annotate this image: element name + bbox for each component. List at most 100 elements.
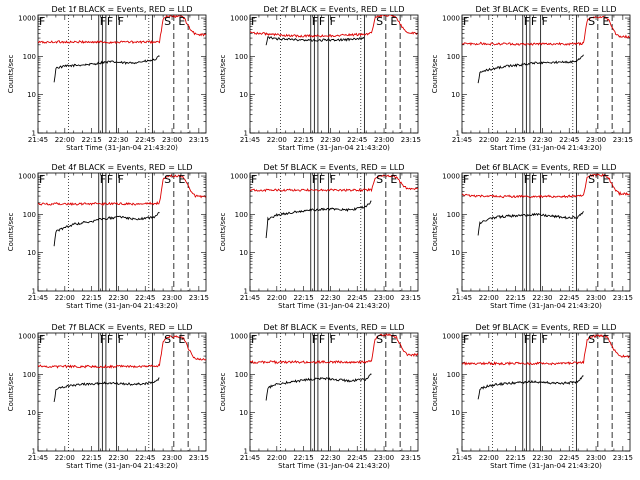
flag-label: F <box>312 173 318 186</box>
y-axis-label: Counts/sec <box>219 213 227 252</box>
x-tick-label: 23:15 <box>189 294 209 302</box>
events-series-line <box>53 211 160 247</box>
y-tick-label: 10 <box>239 409 248 417</box>
panel-title: Det 3f BLACK = Events, RED = LLD <box>475 5 616 14</box>
y-tick-label: 1 <box>456 448 460 456</box>
x-tick-label: 23:15 <box>189 136 209 144</box>
flag-label: S <box>376 15 383 28</box>
flag-label: F <box>251 15 257 28</box>
y-tick-label: 1000 <box>442 173 460 181</box>
flag-label: F <box>319 173 325 186</box>
x-tick-label: 21:45 <box>452 454 472 462</box>
flag-label: F <box>107 15 113 28</box>
y-tick-label: 1 <box>32 288 36 296</box>
y-axis-label: Counts/sec <box>7 213 15 252</box>
flag-label: F <box>100 173 106 186</box>
flag-label: F <box>100 333 106 346</box>
x-tick-label: 22:00 <box>479 454 499 462</box>
flag-label: F <box>330 333 336 346</box>
flag-label: E <box>602 173 609 186</box>
x-tick-label: 22:45 <box>559 136 579 144</box>
flag-label: S <box>376 173 383 186</box>
flag-label: F <box>319 15 325 28</box>
flag-label: F <box>524 173 530 186</box>
events-series-line <box>53 55 160 83</box>
x-tick-label: 22:45 <box>347 294 367 302</box>
x-tick-label: 23:00 <box>374 136 394 144</box>
x-tick-label: 22:30 <box>532 294 552 302</box>
x-tick-label: 22:45 <box>559 454 579 462</box>
x-tick-label: 22:15 <box>82 294 102 302</box>
flag-label: F <box>312 15 318 28</box>
flag-label: F <box>39 173 45 186</box>
x-tick-label: 22:30 <box>320 294 340 302</box>
x-axis-label: Start Time (31-Jan-04 21:43:20) <box>278 302 390 310</box>
plot-frame <box>461 172 631 292</box>
y-tick-label: 1 <box>244 288 248 296</box>
flag-label: E <box>602 15 609 28</box>
y-tick-label: 1 <box>456 130 460 138</box>
flag-label: E <box>390 15 397 28</box>
plot-area <box>462 15 630 133</box>
flag-label: F <box>330 15 336 28</box>
x-tick-label: 22:15 <box>506 294 526 302</box>
flag-label: F <box>107 173 113 186</box>
flag-label: S <box>164 333 171 346</box>
flag-label: F <box>531 173 537 186</box>
plot-area <box>462 173 630 291</box>
x-tick-label: 22:15 <box>294 136 314 144</box>
y-tick-label: 1 <box>456 288 460 296</box>
y-tick-label: 10 <box>239 91 248 99</box>
x-tick-label: 22:30 <box>108 136 128 144</box>
x-tick-label: 22:00 <box>267 136 287 144</box>
y-tick-label: 1000 <box>230 333 248 341</box>
x-tick-label: 21:45 <box>452 136 472 144</box>
flag-label: S <box>588 173 595 186</box>
y-tick-label: 100 <box>235 53 248 61</box>
plot-area <box>38 15 206 133</box>
x-tick-label: 23:00 <box>586 136 606 144</box>
y-tick-label: 100 <box>23 211 36 219</box>
y-tick-label: 1000 <box>18 173 36 181</box>
y-tick-label: 1000 <box>442 333 460 341</box>
flag-label: F <box>251 173 257 186</box>
y-tick-label: 100 <box>23 53 36 61</box>
x-tick-label: 21:45 <box>240 294 260 302</box>
x-tick-label: 23:15 <box>613 454 633 462</box>
x-axis-label: Start Time (31-Jan-04 21:43:20) <box>66 462 178 470</box>
flag-label: F <box>100 15 106 28</box>
events-series-line <box>477 54 584 84</box>
plot-frame <box>461 14 631 134</box>
x-tick-label: 23:00 <box>586 294 606 302</box>
lld-series-line <box>250 174 418 193</box>
events-series-line <box>265 200 372 239</box>
panel-title: Det 7f BLACK = Events, RED = LLD <box>51 323 192 332</box>
x-tick-label: 23:15 <box>613 136 633 144</box>
flag-label: S <box>164 15 171 28</box>
plot-frame <box>461 332 631 452</box>
x-axis-label: Start Time (31-Jan-04 21:43:20) <box>278 144 390 152</box>
x-tick-label: 23:00 <box>162 294 182 302</box>
x-tick-label: 23:15 <box>189 454 209 462</box>
x-tick-label: 23:15 <box>613 294 633 302</box>
lld-series-line <box>250 15 418 38</box>
y-axis-label: Counts/sec <box>219 373 227 412</box>
plot-frame <box>249 332 419 452</box>
flag-label: F <box>39 15 45 28</box>
y-tick-label: 1 <box>32 130 36 138</box>
x-tick-label: 22:15 <box>82 136 102 144</box>
lld-series-line <box>462 334 630 366</box>
lld-series-line <box>38 15 206 45</box>
x-tick-label: 22:45 <box>135 136 155 144</box>
flag-label: E <box>178 333 185 346</box>
x-tick-label: 22:15 <box>506 136 526 144</box>
lld-series-line <box>462 15 630 47</box>
lld-series-line <box>38 173 206 206</box>
x-axis-label: Start Time (31-Jan-04 21:43:20) <box>490 302 602 310</box>
panel-title: Det 1f BLACK = Events, RED = LLD <box>51 5 192 14</box>
x-tick-label: 22:45 <box>135 294 155 302</box>
y-tick-label: 100 <box>23 371 36 379</box>
